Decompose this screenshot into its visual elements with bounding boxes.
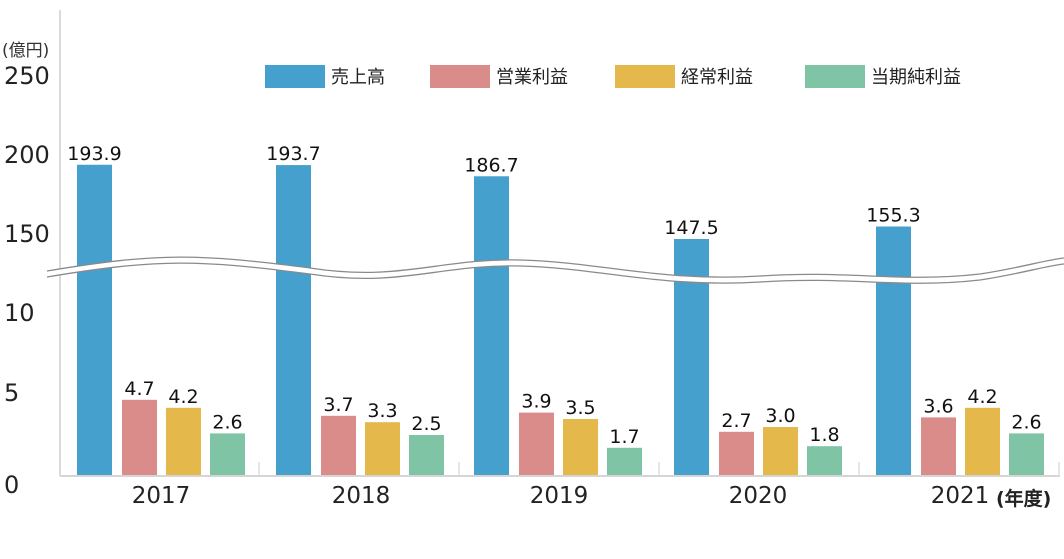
x-axis-unit-label: (年度) [996, 488, 1052, 510]
bar-net-profit-2021 [1009, 433, 1044, 475]
data-label-sales-2019: 186.7 [464, 154, 518, 176]
bar-operating-profit-2020 [719, 431, 754, 475]
legend-swatch-ordinary-profit [615, 64, 675, 88]
legend-item-operating-profit: 営業利益 [430, 64, 568, 88]
data-label-operating-profit-2021: 3.6 [923, 395, 953, 417]
axis-break [46, 256, 1064, 284]
axes [59, 10, 1060, 477]
y-tick-label-150: 150 [4, 220, 50, 248]
bars [77, 164, 1044, 475]
bar-operating-profit-2021 [921, 417, 956, 475]
legend-item-net-profit: 当期純利益 [805, 64, 961, 88]
legend-item-sales: 売上高 [265, 64, 385, 88]
data-label-sales-2020: 147.5 [664, 217, 718, 239]
bar-sales-2018 [276, 165, 311, 475]
bar-net-profit-2019 [607, 447, 642, 475]
data-label-net-profit-2021: 2.6 [1011, 411, 1041, 433]
data-label-net-profit-2020: 1.8 [809, 424, 839, 446]
bar-sales-2020 [674, 239, 709, 475]
x-tick-label-2021: 2021 [930, 483, 990, 509]
data-label-ordinary-profit-2021: 4.2 [967, 386, 997, 408]
legend-swatch-net-profit [805, 64, 865, 88]
y-tick-label-0: 0 [4, 471, 20, 499]
bar-sales-2021 [876, 226, 911, 475]
bar-operating-profit-2018 [321, 415, 356, 475]
bar-ordinary-profit-2021 [965, 407, 1000, 475]
data-label-net-profit-2018: 2.5 [411, 413, 441, 435]
bar-net-profit-2018 [409, 435, 444, 475]
y-tick-label-10: 10 [4, 299, 35, 327]
bar-net-profit-2017 [210, 433, 245, 475]
legend-item-ordinary-profit: 経常利益 [615, 64, 753, 88]
y-tick-label-250: 250 [4, 62, 50, 90]
y-tick-label-200: 200 [4, 141, 50, 169]
legend-label-ordinary-profit: 経常利益 [681, 67, 753, 88]
bar-ordinary-profit-2017 [166, 407, 201, 475]
legend-swatch-sales [265, 64, 325, 88]
data-label-ordinary-profit-2019: 3.5 [565, 397, 595, 419]
x-tick-label-2019: 2019 [529, 483, 589, 509]
y-axis-unit-label: (億円) [2, 41, 50, 61]
data-label-operating-profit-2019: 3.9 [521, 391, 551, 413]
bar-sales-2019 [474, 176, 509, 475]
y-tick-label-5: 5 [4, 379, 20, 407]
data-label-operating-profit-2017: 4.7 [124, 378, 154, 400]
bar-sales-2017 [77, 164, 112, 475]
data-label-sales-2021: 155.3 [866, 205, 920, 227]
data-label-ordinary-profit-2018: 3.3 [367, 400, 397, 422]
x-tick-label-2020: 2020 [728, 483, 788, 509]
x-tick-label-2017: 2017 [131, 483, 191, 509]
legend-label-net-profit: 当期純利益 [871, 67, 961, 88]
data-label-operating-profit-2020: 2.7 [721, 410, 751, 432]
bar-operating-profit-2017 [122, 399, 157, 475]
bar-operating-profit-2019 [519, 412, 554, 475]
x-tick-label-2018: 2018 [331, 483, 391, 509]
axis-break-band [47, 257, 1064, 284]
data-labels: 193.9 193.7 186.7 147.5 155.3 4.7 3.7 3.9 2.7 3.6… [67, 143, 1041, 448]
data-label-sales-2017: 193.9 [67, 143, 121, 165]
data-label-ordinary-profit-2017: 4.2 [168, 386, 198, 408]
legend-swatch-operating-profit [430, 64, 490, 88]
data-label-operating-profit-2018: 3.7 [323, 394, 353, 416]
data-label-ordinary-profit-2020: 3.0 [765, 405, 795, 427]
data-label-net-profit-2019: 1.7 [609, 426, 639, 448]
bar-ordinary-profit-2019 [563, 419, 598, 475]
axis-break-line-lower [46, 262, 1064, 284]
data-label-net-profit-2017: 2.6 [212, 411, 242, 433]
legend-label-operating-profit: 営業利益 [496, 67, 568, 88]
axis-break-line-upper [46, 256, 1064, 278]
bar-ordinary-profit-2018 [365, 422, 400, 475]
legend-label-sales: 売上高 [331, 67, 385, 88]
bar-net-profit-2020 [807, 446, 842, 475]
bar-ordinary-profit-2020 [763, 427, 798, 475]
data-label-sales-2018: 193.7 [266, 143, 320, 165]
